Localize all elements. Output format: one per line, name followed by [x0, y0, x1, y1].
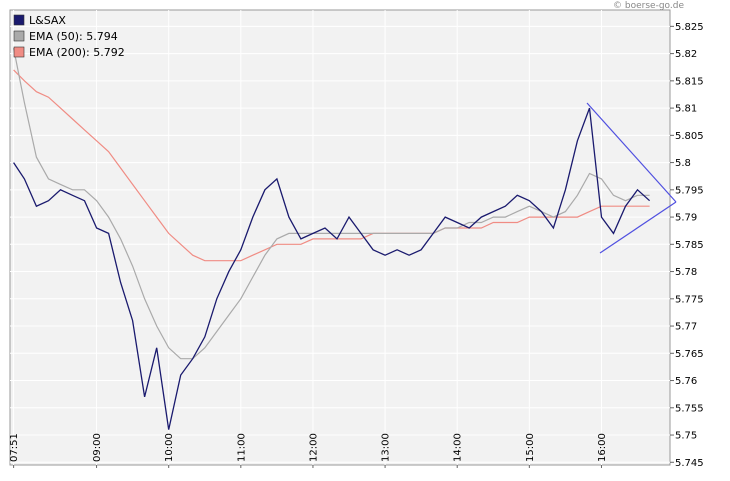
legend-label: L&SAX [29, 14, 66, 27]
y-tick-label: 5.78 [675, 267, 697, 278]
y-tick-label: 5.82 [675, 49, 697, 60]
y-tick-label: 5.75 [675, 431, 697, 442]
x-tick-label: 11:00 [236, 433, 247, 462]
lines [13, 47, 651, 430]
grid [10, 10, 670, 465]
x-tick-label: 13:00 [381, 433, 392, 462]
y-tick-label: 5.805 [675, 131, 704, 142]
y-tick-label: 5.8 [675, 158, 691, 169]
x-tick-label: 07:51 [9, 433, 20, 462]
y-tick-label: 5.77 [675, 322, 697, 333]
legend: L&SAX EMA (50): 5.794 EMA (200): 5.792 [13, 14, 125, 59]
y-tick-label: 5.775 [675, 294, 704, 305]
y-tick-label: 5.755 [675, 403, 704, 414]
x-tick-label: 12:00 [308, 433, 319, 462]
legend-swatch [13, 14, 25, 26]
legend-label: EMA (50): 5.794 [29, 30, 118, 43]
trend-line [586, 102, 677, 203]
y-tick-label: 5.745 [675, 458, 704, 469]
x-tick-label: 09:00 [92, 433, 103, 462]
x-tick-label: 14:00 [453, 433, 464, 462]
y-tick-label: 5.76 [675, 376, 697, 387]
x-tick-label: 16:00 [597, 433, 608, 462]
y-tick-label: 5.79 [675, 213, 697, 224]
y-tick-label: 5.785 [675, 240, 704, 251]
x-tick-label: 10:00 [164, 433, 175, 462]
axes: 5.745 5.75 5.755 5.76 5.765 5.77 5.775 5.78 5.78… [9, 22, 704, 469]
x-tick-label: 15:00 [525, 433, 536, 462]
watermark: © boerse-go.de [613, 1, 684, 11]
y-tick-label: 5.765 [675, 349, 704, 360]
trend-line [599, 201, 677, 254]
legend-swatch [13, 30, 25, 42]
y-tick-label: 5.815 [675, 76, 704, 87]
y-tick-label: 5.825 [675, 22, 704, 33]
legend-swatch [13, 46, 25, 58]
y-tick-label: 5.795 [675, 185, 704, 196]
series-line [13, 69, 650, 262]
series-line [13, 107, 651, 430]
y-tick-label: 5.81 [675, 104, 697, 115]
legend-label: EMA (200): 5.792 [29, 46, 125, 59]
